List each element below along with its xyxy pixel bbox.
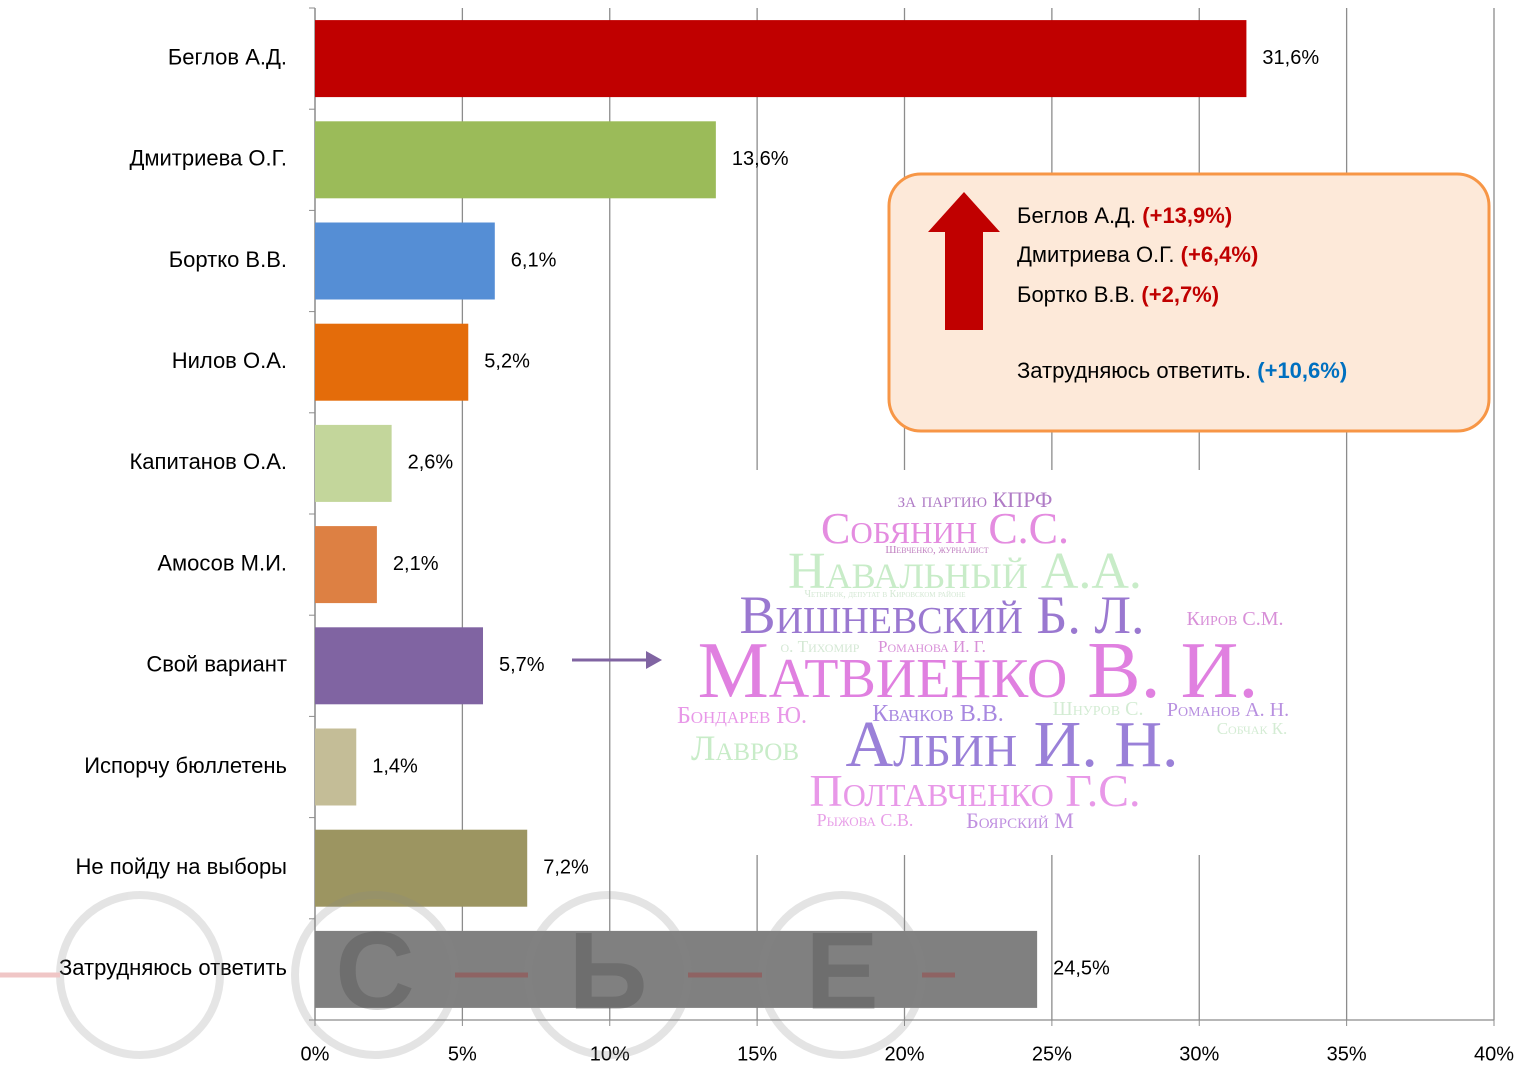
- cloud-word: Бондарев Ю.: [677, 703, 807, 729]
- value-label: 6,1%: [511, 249, 557, 271]
- cloud-word: Четырбок, депутат в Кировском районе: [805, 589, 966, 600]
- annotation-change: (+2,7%): [1141, 282, 1219, 307]
- category-label: Амосов М.И.: [157, 550, 287, 575]
- cloud-word: Лавров: [691, 728, 799, 768]
- bars: Беглов А.Д. 31,6% Дмитриева О.Г. 13,6% Бортк…: [59, 20, 1319, 1008]
- x-tick-label: 40%: [1474, 1043, 1514, 1065]
- category-label: Свой вариант: [146, 652, 287, 677]
- bar: [315, 627, 484, 705]
- watermark-circle: [291, 891, 459, 1059]
- category-label: Капитанов О.А.: [129, 449, 287, 474]
- watermark-letter: С: [335, 910, 414, 1033]
- cloud-word: Собчак К.: [1217, 719, 1288, 738]
- bar: [315, 323, 469, 401]
- cloud-word: о. Тихомир: [781, 637, 860, 656]
- annotation-change: (+13,9%): [1142, 203, 1232, 228]
- category-label: Затрудняюсь ответить: [59, 955, 287, 980]
- annotation-line: Бортко В.В. (+2,7%): [1017, 282, 1219, 307]
- value-label: 13,6%: [732, 148, 789, 170]
- annotation-change: (+10,6%): [1257, 358, 1347, 383]
- x-tick-label: 25%: [1032, 1043, 1072, 1065]
- category-label: Беглов А.Д.: [168, 44, 287, 69]
- x-tick-label: 35%: [1327, 1043, 1367, 1065]
- value-label: 31,6%: [1262, 47, 1319, 69]
- x-tick-label: 20%: [884, 1043, 924, 1065]
- value-label: 2,1%: [393, 553, 439, 575]
- annotation: Беглов А.Д. (+13,9%) Дмитриева О.Г. (+6,4…: [1017, 203, 1347, 383]
- bar: [315, 20, 1247, 98]
- cloud-word: Боярский М: [966, 808, 1074, 833]
- annotation-name: Дмитриева О.Г.: [1017, 242, 1175, 267]
- cloud-word: Собянин С.С.: [821, 504, 1069, 553]
- watermark-circle: [524, 891, 692, 1059]
- cloud-word: Навальный А.А.: [788, 543, 1142, 600]
- cloud-word: Шнуров С.: [1053, 698, 1144, 720]
- up-arrow: [928, 192, 1000, 330]
- cloud-word: Полтавченко Г.С.: [810, 765, 1141, 816]
- value-label: 5,2%: [484, 350, 530, 372]
- cloud-word: Квачков В.В.: [872, 701, 1004, 727]
- x-tick-label: 15%: [737, 1043, 777, 1065]
- watermark-circle: [56, 891, 224, 1059]
- annotation-line: Дмитриева О.Г. (+6,4%): [1017, 242, 1258, 267]
- category-label: Дмитриева О.Г.: [129, 146, 287, 171]
- cloud-word: Романов А. Н.: [1167, 699, 1289, 721]
- value-label: 1,4%: [372, 755, 418, 777]
- x-tick-label: 10%: [590, 1043, 630, 1065]
- bar: [315, 829, 528, 907]
- x-tick-label: 5%: [448, 1043, 477, 1065]
- annotation-name: Беглов А.Д.: [1017, 203, 1136, 228]
- bar: [315, 526, 377, 604]
- category-label: Не пойду на выборы: [75, 854, 287, 879]
- watermark-circle: [758, 891, 926, 1059]
- annotation-box: [887, 172, 1491, 433]
- bar: [315, 121, 716, 199]
- cloud-word: за партию КПРФ: [898, 487, 1053, 512]
- bar: [315, 222, 495, 300]
- cloud-word: Шевченко, журналист: [885, 544, 988, 556]
- watermark-letter: Ь: [568, 910, 647, 1033]
- cloud-word: Романова И. Г.: [878, 637, 986, 656]
- cloud-word: Матвиенко В. И.: [698, 627, 1259, 715]
- pointer-arrow-head: [646, 651, 662, 669]
- category-label: Нилов О.А.: [172, 348, 287, 373]
- value-label: 7,2%: [543, 856, 589, 878]
- bar: [315, 424, 392, 502]
- cloud-word: Албин И. Н.: [845, 708, 1178, 781]
- x-tick-label: 30%: [1179, 1043, 1219, 1065]
- bar: [315, 930, 1038, 1008]
- category-label: Испорчу бюллетень: [84, 753, 287, 778]
- annotation-name: Затрудняюсь ответить.: [1017, 358, 1251, 383]
- cloud-background: [690, 470, 1310, 855]
- category-label: Бортко В.В.: [169, 247, 287, 272]
- x-tick-label: 0%: [301, 1043, 330, 1065]
- annotation-line: Затрудняюсь ответить. (+10,6%): [1017, 358, 1347, 383]
- watermark-letter: Е: [805, 910, 878, 1033]
- annotation-name: Бортко В.В.: [1017, 282, 1135, 307]
- bar: [315, 728, 357, 806]
- value-label: 2,6%: [408, 452, 454, 474]
- cloud-word: Вишневский Б. Л.: [739, 585, 1144, 645]
- annotation-line: Беглов А.Д. (+13,9%): [1017, 203, 1232, 228]
- cloud-word: Рыжова С.В.: [817, 810, 914, 830]
- value-label: 5,7%: [499, 654, 545, 676]
- cloud-word: Киров С.М.: [1187, 608, 1284, 630]
- annotation-change: (+6,4%): [1181, 242, 1259, 267]
- value-label: 24,5%: [1053, 958, 1110, 980]
